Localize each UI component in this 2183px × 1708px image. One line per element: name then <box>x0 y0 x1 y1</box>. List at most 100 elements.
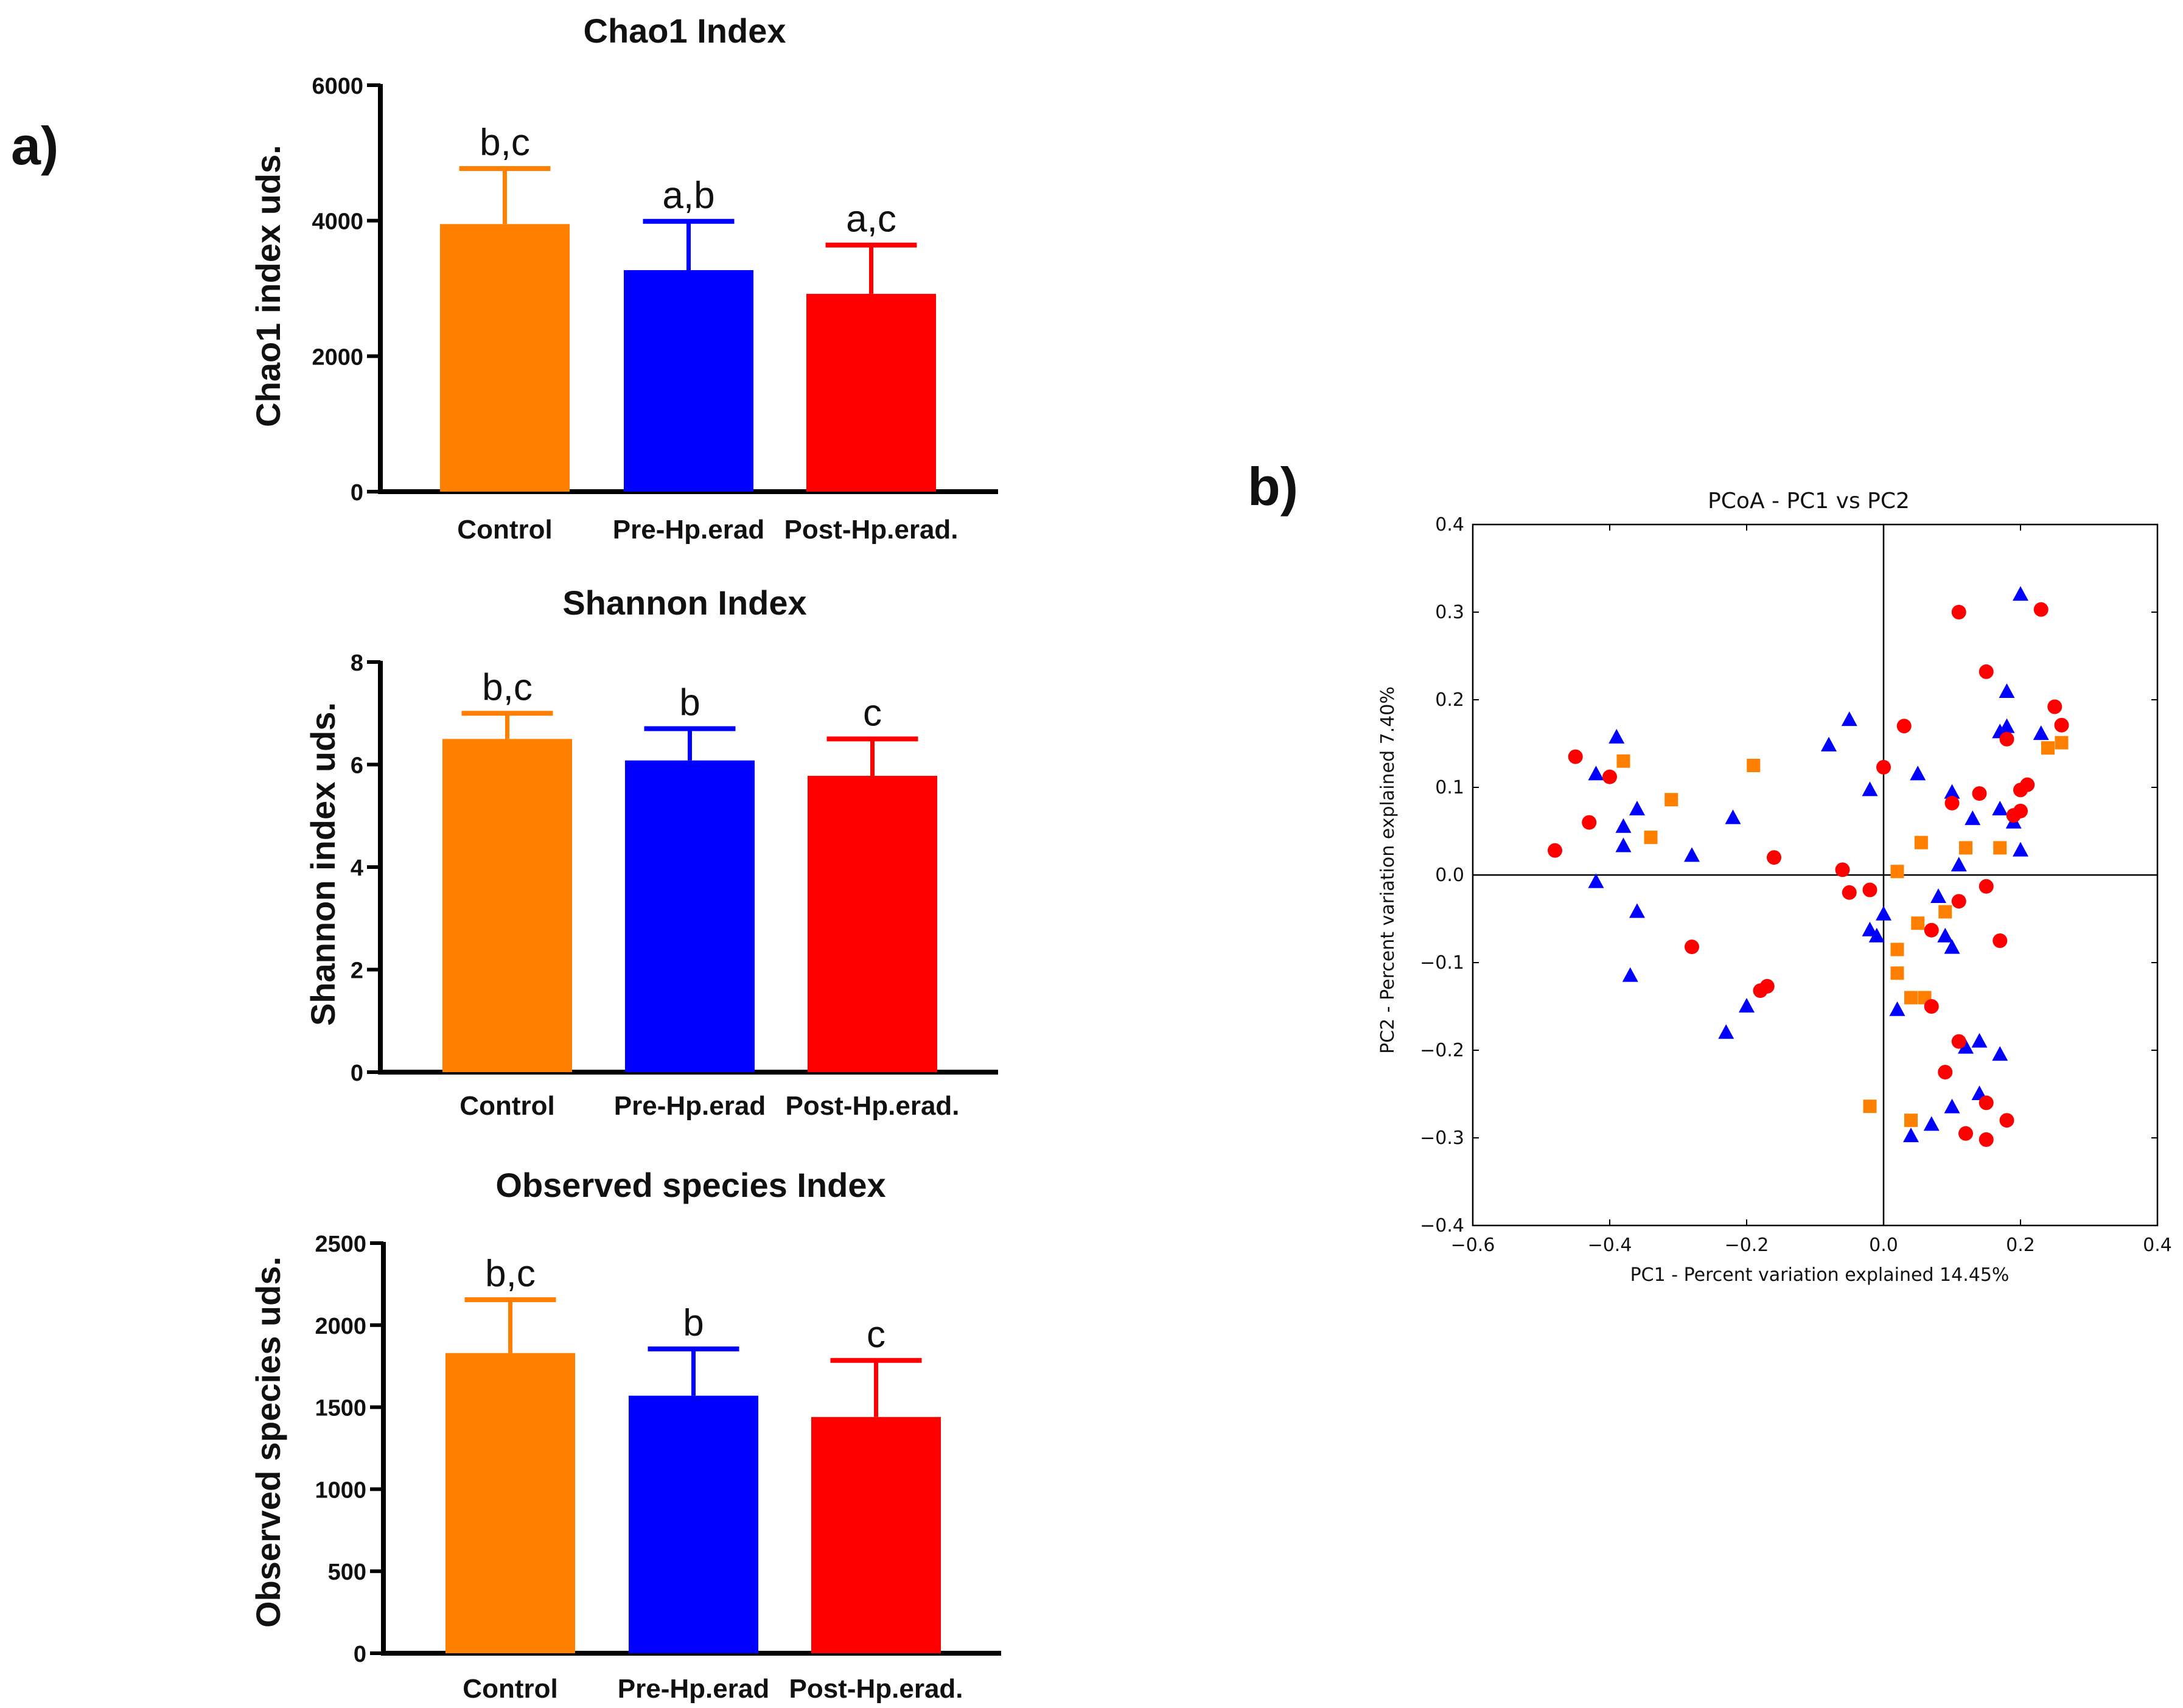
y-tick-label: 0 <box>351 1061 363 1086</box>
point-post-hp-erad <box>1979 1132 1994 1147</box>
x-tick-label: 0.0 <box>1869 1235 1898 1256</box>
point-pre-hp-erad <box>1903 1128 1919 1143</box>
point-control <box>1959 841 1972 855</box>
y-tick-label: 2000 <box>312 344 363 370</box>
point-post-hp-erad <box>1951 894 1966 909</box>
chart-title: PCoA - PC1 vs PC2 <box>1708 489 1910 514</box>
point-pre-hp-erad <box>1999 718 2015 733</box>
panel-label-b: b) <box>1248 456 1298 517</box>
point-control <box>1993 841 2007 855</box>
point-pre-hp-erad <box>1944 1098 1960 1114</box>
bar <box>624 270 753 492</box>
point-pre-hp-erad <box>2013 842 2028 857</box>
point-control <box>1747 759 1761 772</box>
point-pre-hp-erad <box>1684 847 1700 862</box>
y-tick-label: 4 <box>351 856 363 881</box>
point-control <box>1616 754 1630 768</box>
shannon-bar-chart: Shannon Index Shannon index uds. 0 2 4 6 8 b,… <box>304 584 998 1121</box>
point-post-hp-erad <box>1759 978 1775 994</box>
bar <box>625 760 755 1072</box>
point-post-hp-erad <box>1951 605 1966 619</box>
point-pre-hp-erad <box>1841 711 1857 727</box>
point-pre-hp-erad <box>1622 967 1638 982</box>
significance-letter: a,b <box>662 175 714 217</box>
bar <box>629 1395 758 1653</box>
x-tick-label: −0.2 <box>1725 1235 1769 1256</box>
point-pre-hp-erad <box>1999 683 2015 699</box>
point-pre-hp-erad <box>1629 801 1645 815</box>
bar <box>811 1417 941 1653</box>
point-post-hp-erad <box>1944 795 1960 810</box>
point-post-hp-erad <box>1862 882 1877 898</box>
y-axis-label: Chao1 index uds. <box>249 145 287 427</box>
y-axis-label: PC2 - Percent variation explained 7.40% <box>1377 686 1399 1054</box>
point-post-hp-erad <box>1568 749 1583 764</box>
point-post-hp-erad <box>1548 843 1562 858</box>
point-post-hp-erad <box>1602 769 1617 784</box>
point-control <box>1890 943 1904 957</box>
chart-title: Chao1 Index <box>584 12 786 50</box>
bar <box>806 293 936 492</box>
point-pre-hp-erad <box>1889 1001 1905 1016</box>
point-control <box>1644 831 1658 845</box>
point-pre-hp-erad <box>1965 810 1981 825</box>
point-post-hp-erad <box>1896 719 1912 734</box>
y-axis-label: Observed species uds. <box>249 1257 287 1628</box>
y-tick-label: 2500 <box>315 1232 366 1257</box>
point-post-hp-erad <box>1951 1034 1966 1049</box>
point-post-hp-erad <box>1979 1095 1994 1110</box>
point-post-hp-erad <box>2013 783 2028 798</box>
x-axis-label: PC1 - Percent variation explained 14.45% <box>1630 1264 2010 1286</box>
point-pre-hp-erad <box>1629 903 1645 918</box>
point-post-hp-erad <box>1979 879 1994 894</box>
point-pre-hp-erad <box>1992 1046 2008 1061</box>
point-pre-hp-erad <box>1608 728 1625 744</box>
y-tick-label: 6 <box>351 753 363 779</box>
bar <box>442 739 572 1072</box>
point-control <box>1911 916 1925 930</box>
point-control <box>1890 865 1904 879</box>
point-post-hp-erad <box>1972 786 1987 801</box>
point-post-hp-erad <box>1767 850 1781 865</box>
y-tick-label: 8 <box>351 650 363 676</box>
point-control <box>1890 966 1904 980</box>
bar <box>445 1353 575 1653</box>
chart-title: Observed species Index <box>495 1166 885 1204</box>
point-post-hp-erad <box>1924 999 1939 1014</box>
point-post-hp-erad <box>1938 1065 1953 1079</box>
point-post-hp-erad <box>2054 717 2069 733</box>
point-pre-hp-erad <box>1739 998 1755 1013</box>
point-post-hp-erad <box>1582 815 1597 830</box>
point-control <box>2041 741 2055 755</box>
point-post-hp-erad <box>1958 1126 1973 1141</box>
significance-letter: b,c <box>482 666 533 708</box>
point-post-hp-erad <box>1999 731 2014 747</box>
point-post-hp-erad <box>2047 699 2062 714</box>
y-tick-label: −0.3 <box>1420 1128 1464 1149</box>
significance-letter: b,c <box>485 1253 536 1295</box>
observed-species-bar-chart: Observed species Index Observed species … <box>249 1166 1001 1704</box>
point-control <box>1938 905 1952 919</box>
y-tick-label: 500 <box>328 1560 366 1585</box>
point-pre-hp-erad <box>1588 765 1604 781</box>
significance-letter: b,c <box>480 122 530 164</box>
x-category-label: Post-Hp.erad. <box>785 1091 959 1121</box>
point-post-hp-erad <box>1924 922 1939 938</box>
y-tick-label: 2 <box>351 958 363 984</box>
x-category-label: Post-Hp.erad. <box>784 515 958 545</box>
x-category-label: Pre-Hp.erad <box>618 1674 769 1704</box>
point-post-hp-erad <box>1979 664 1994 679</box>
point-pre-hp-erad <box>1930 888 1946 903</box>
point-pre-hp-erad <box>1951 857 1967 872</box>
y-tick-label: 1500 <box>315 1396 366 1421</box>
bar <box>440 224 570 492</box>
y-tick-label: 2000 <box>315 1314 366 1339</box>
point-control <box>1904 991 1918 1005</box>
y-tick-label: 1000 <box>315 1477 366 1503</box>
y-axis-label: Shannon index uds. <box>304 702 342 1026</box>
x-category-label: Pre-Hp.erad <box>613 515 764 545</box>
y-tick-label: 0.3 <box>1435 602 1464 623</box>
bar <box>808 776 937 1072</box>
x-tick-label: −0.6 <box>1451 1235 1495 1256</box>
